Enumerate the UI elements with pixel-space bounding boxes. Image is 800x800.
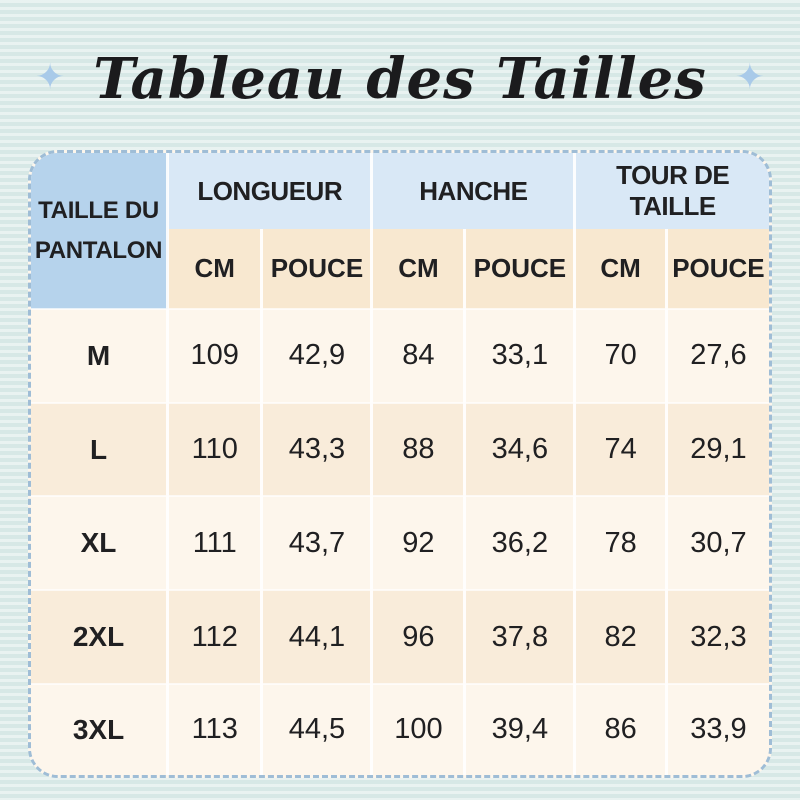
group-header-row: TAILLE DU PANTALON LONGUEUR HANCHE TOUR … [31,153,769,309]
unit-header-cell: POUCE [463,229,575,309]
value-cell: 111 [166,495,262,591]
value-cell: 88 [370,401,465,497]
value-cell: 44,5 [260,682,372,775]
value-cell: 70 [573,308,667,403]
value-cell: 109 [166,308,262,403]
value-cell: 43,3 [260,401,372,497]
page-title-text: Tableau des Tailles [93,46,707,112]
table-row: M 109 42,9 84 33,1 70 27,6 [31,308,769,403]
value-cell: 100 [370,682,465,775]
value-cell: 86 [573,682,667,775]
value-cell: 42,9 [260,308,372,403]
unit-header-cell: CM [573,229,667,309]
value-cell: 43,7 [260,495,372,591]
value-cell: 29,1 [664,401,769,497]
unit-header-cell: CM [166,229,262,309]
value-cell: 92 [370,495,465,591]
value-cell: 112 [166,589,262,684]
value-cell: 74 [573,401,667,497]
value-cell: 37,8 [463,589,575,684]
sparkle-icon: ✦ [734,56,765,97]
page-title: ✦ Tableau des Tailles ✦ [0,46,800,112]
value-cell: 32,3 [664,589,769,684]
table-row: 2XL 112 44,1 96 37,8 82 32,3 [31,589,769,684]
value-cell: 84 [370,308,465,403]
value-cell: 44,1 [260,589,372,684]
value-cell: 36,2 [463,495,575,591]
value-cell: 82 [573,589,667,684]
table-row: XL 111 43,7 92 36,2 78 30,7 [31,495,769,591]
size-cell: XL [31,495,168,591]
value-cell: 33,1 [463,308,575,403]
size-cell: M [31,308,168,403]
column-group-longueur: LONGUEUR [166,153,372,229]
table-row: 3XL 113 44,5 100 39,4 86 33,9 [31,682,769,775]
value-cell: 27,6 [664,308,769,403]
value-cell: 30,7 [664,495,769,591]
value-cell: 113 [166,682,262,775]
value-cell: 96 [370,589,465,684]
value-cell: 34,6 [463,401,575,497]
size-cell: 2XL [31,589,168,684]
column-group-hanche: HANCHE [370,153,575,229]
value-cell: 33,9 [664,682,769,775]
size-chart-table: TAILLE DU PANTALON LONGUEUR HANCHE TOUR … [28,150,772,778]
unit-header-cell: POUCE [664,229,769,309]
table-row: L 110 43,3 88 34,6 74 29,1 [31,401,769,497]
sparkle-icon: ✦ [35,56,66,97]
unit-header-cell: CM [370,229,465,309]
value-cell: 39,4 [463,682,575,775]
value-cell: 110 [166,401,262,497]
unit-header-cell: POUCE [260,229,372,309]
corner-header-cell: TAILLE DU PANTALON [31,153,168,309]
unit-header-row: CM POUCE CM POUCE CM POUCE [31,229,769,309]
column-group-tour-de-taille: TOUR DE TAILLE [573,153,769,229]
value-cell: 78 [573,495,667,591]
size-cell: 3XL [31,682,168,775]
size-table: TAILLE DU PANTALON LONGUEUR HANCHE TOUR … [31,153,769,775]
size-cell: L [31,401,168,497]
